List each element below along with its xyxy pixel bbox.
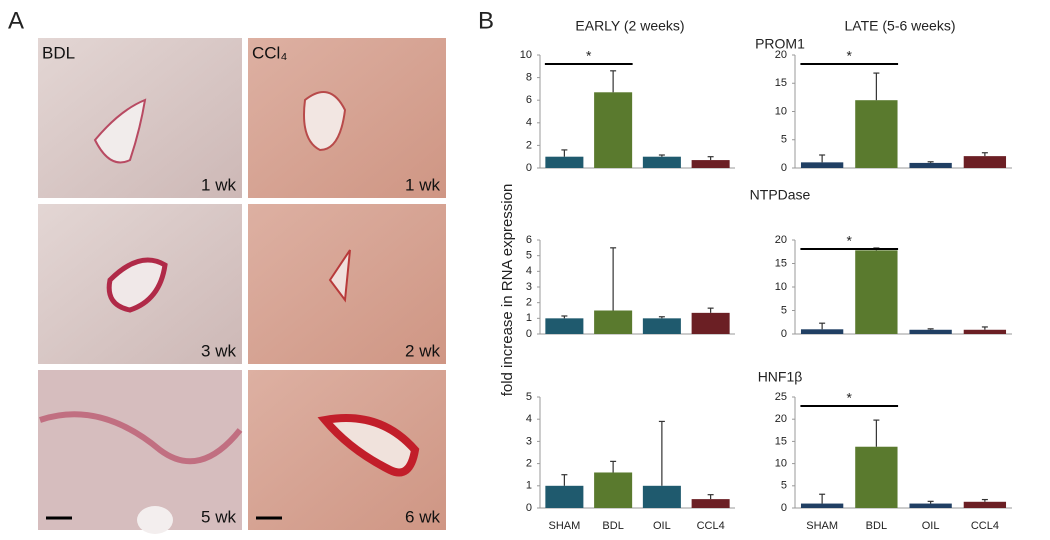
y-tick-label: 10 (775, 458, 787, 470)
panel-label: B (478, 7, 494, 34)
y-tick-label: 6 (526, 94, 532, 106)
bar (909, 503, 952, 508)
bar (963, 329, 1007, 334)
column-title: EARLY (2 weeks) (575, 18, 684, 34)
y-tick-label: 20 (775, 49, 787, 61)
y-tick-label: 0 (781, 328, 787, 340)
y-tick-label: 3 (526, 435, 532, 447)
x-tick-label: CCL4 (697, 520, 725, 532)
y-tick-label: 2 (526, 139, 532, 151)
y-tick-label: 2 (526, 458, 532, 470)
row-title: HNF1β (758, 369, 803, 385)
y-tick-label: 10 (775, 105, 787, 117)
y-tick-label: 8 (526, 72, 532, 84)
y-tick-label: 10 (520, 49, 532, 61)
y-tick-label: 10 (775, 281, 787, 293)
x-tick-label: OIL (922, 520, 940, 532)
significance-label: * (847, 390, 853, 406)
y-tick-label: 5 (781, 480, 787, 492)
y-tick-label: 0 (781, 502, 787, 514)
panel-label: A (8, 7, 24, 34)
y-tick-label: 0 (526, 162, 532, 174)
y-tick-label: 20 (775, 234, 787, 246)
bar (963, 501, 1007, 508)
bar (800, 329, 844, 334)
bar (855, 446, 898, 508)
column-title: LATE (5-6 weeks) (845, 18, 956, 34)
bar (800, 503, 844, 508)
bar (909, 162, 952, 168)
bar (963, 156, 1007, 168)
y-tick-label: 0 (526, 328, 532, 340)
y-tick-label: 4 (526, 265, 532, 277)
y-tick-label: 5 (781, 304, 787, 316)
y-tick-label: 2 (526, 297, 532, 309)
bar (594, 472, 633, 508)
bar (545, 318, 584, 334)
y-tick-label: 5 (781, 134, 787, 146)
y-tick-label: 4 (526, 413, 532, 425)
y-axis-label: fold increase in RNA expression (499, 184, 516, 397)
row-title: NTPDase (750, 187, 811, 203)
bar (691, 160, 730, 168)
bar (691, 312, 730, 334)
time-label: 1 wk (405, 175, 440, 194)
time-label: 3 wk (201, 341, 236, 360)
y-tick-label: 3 (526, 281, 532, 293)
bar (800, 162, 844, 168)
bar (855, 100, 898, 168)
y-tick-label: 1 (526, 312, 532, 324)
bar (545, 485, 584, 508)
x-tick-label: OIL (653, 520, 671, 532)
bar (545, 156, 584, 168)
y-tick-label: 1 (526, 480, 532, 492)
y-tick-label: 15 (775, 257, 787, 269)
y-tick-label: 5 (526, 250, 532, 262)
y-tick-label: 20 (775, 413, 787, 425)
y-tick-label: 15 (775, 77, 787, 89)
significance-label: * (847, 233, 853, 249)
time-label: 2 wk (405, 341, 440, 360)
bar (855, 250, 898, 334)
time-label: 6 wk (405, 507, 440, 526)
time-label: 1 wk (201, 175, 236, 194)
x-tick-label: CCL4 (971, 520, 999, 532)
significance-label: * (586, 48, 592, 64)
bar (594, 310, 633, 334)
row-title: PROM1 (755, 36, 805, 52)
y-tick-label: 5 (526, 391, 532, 403)
y-tick-label: 25 (775, 391, 787, 403)
y-tick-label: 15 (775, 435, 787, 447)
time-label: 5 wk (201, 507, 236, 526)
x-tick-label: BDL (866, 520, 887, 532)
x-tick-label: SHAM (806, 520, 838, 532)
y-tick-label: 0 (781, 162, 787, 174)
significance-label: * (847, 48, 853, 64)
x-tick-label: SHAM (548, 520, 580, 532)
y-tick-label: 6 (526, 234, 532, 246)
micrographs (38, 38, 446, 534)
y-tick-label: 0 (526, 502, 532, 514)
bar (642, 485, 681, 508)
y-tick-label: 4 (526, 117, 532, 129)
column-label: CCl₄ (252, 43, 287, 62)
bar (909, 329, 952, 334)
bar (642, 156, 681, 168)
column-label: BDL (42, 43, 75, 62)
bar (642, 318, 681, 334)
bar (594, 92, 633, 168)
bar (691, 499, 730, 508)
x-tick-label: BDL (602, 520, 623, 532)
